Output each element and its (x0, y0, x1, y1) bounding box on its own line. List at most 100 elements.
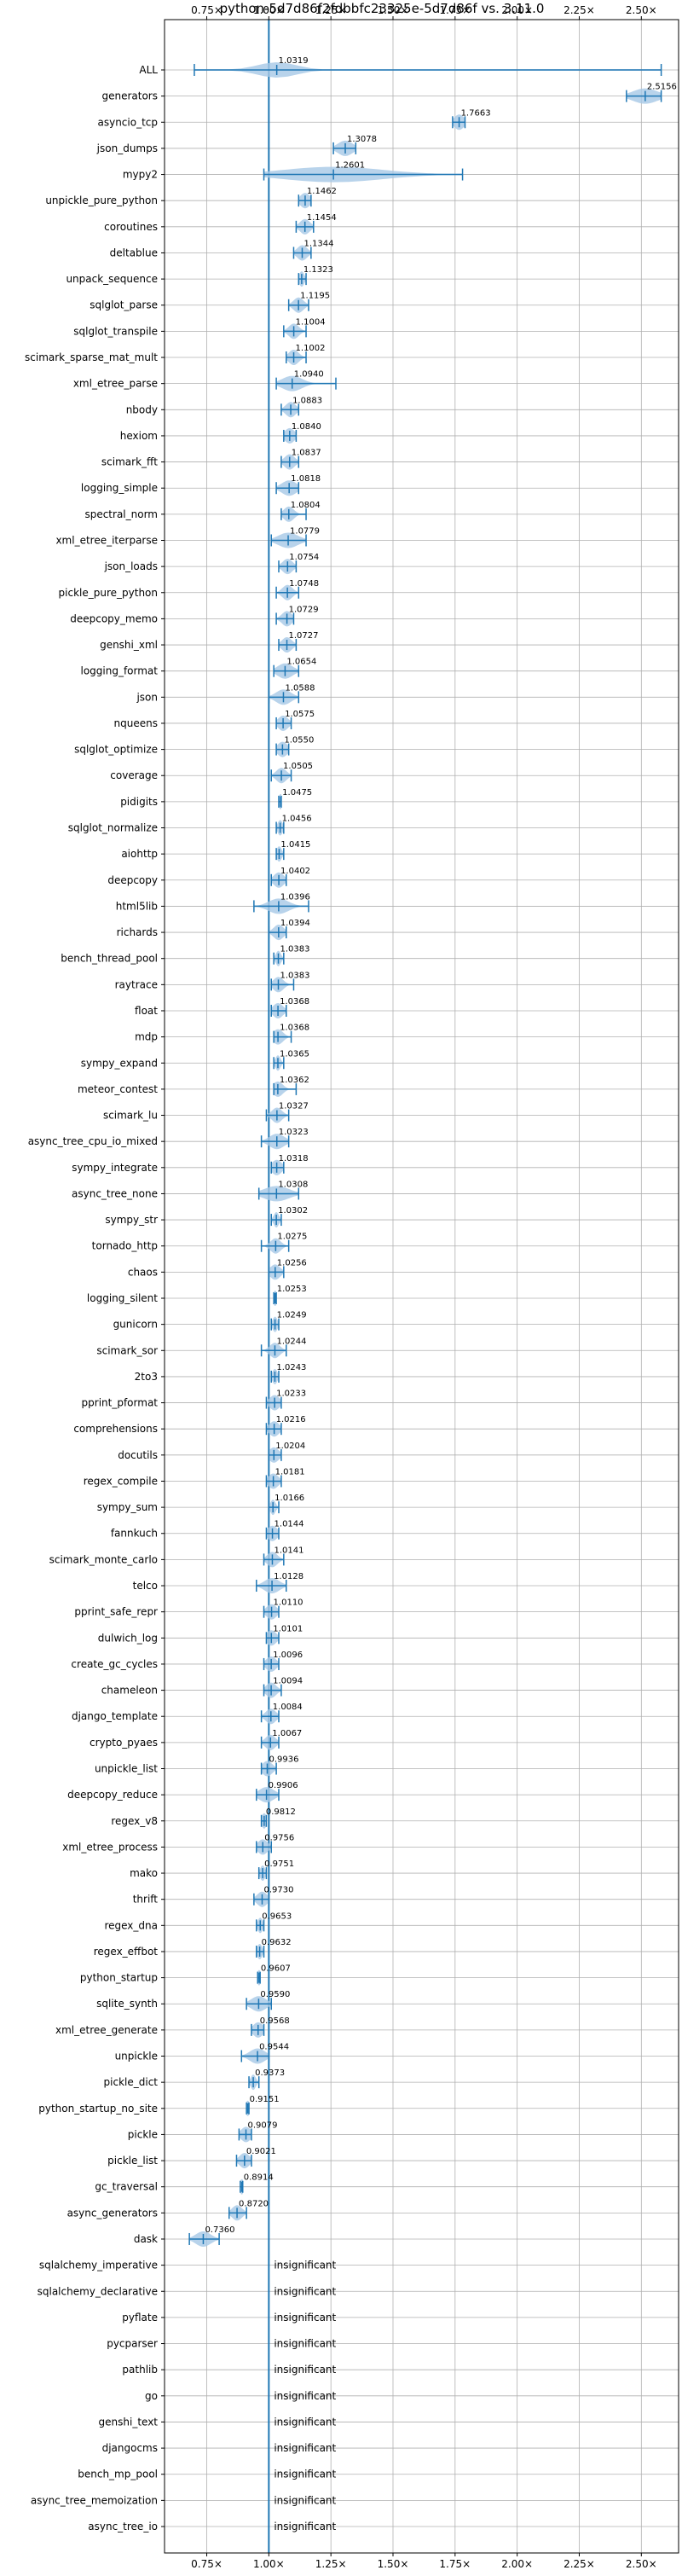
category-label: pickle_pure_python (59, 587, 158, 599)
category-label: scimark_sor (96, 1344, 158, 1356)
value-label: 1.0415 (280, 840, 310, 850)
category-label: unpickle (115, 2051, 158, 2063)
value-label: 1.0084 (273, 1703, 303, 1712)
value-label: 1.1454 (307, 213, 337, 223)
category-label: regex_compile (84, 1475, 158, 1487)
value-label: 1.0383 (280, 971, 310, 980)
value-label: 1.1344 (303, 239, 333, 248)
category-label: create_gc_cycles (71, 1658, 158, 1670)
category-label: unpickle_list (95, 1762, 158, 1774)
category-label: float (135, 1005, 158, 1017)
value-label: 1.0256 (277, 1258, 307, 1268)
insignificant-label: insignificant (274, 2260, 336, 2271)
category-label: xml_etree_process (62, 1841, 158, 1853)
value-label: 0.9544 (259, 2043, 289, 2052)
category-label: comprehensions (73, 1423, 158, 1435)
value-label: 1.0818 (291, 474, 321, 484)
value-label: 1.0275 (277, 1233, 307, 1242)
category-label: pprint_pformat (82, 1397, 159, 1409)
value-label: 1.0110 (274, 1598, 303, 1608)
category-label: generators (101, 90, 158, 102)
category-label: mypy2 (123, 169, 158, 181)
x-axis-ticks: 0.75× 0.75× 1.00× 1.00× 1.25× 1.25× 1.50× 1.50×… (161, 4, 657, 2570)
value-label: 0.9756 (264, 1833, 294, 1842)
value-label: 1.0141 (274, 1546, 303, 1555)
category-label: spectral_norm (84, 508, 158, 520)
value-label: 1.0588 (285, 683, 315, 693)
category-label: crypto_pyaes (90, 1737, 158, 1749)
category-label: sqlite_synth (96, 1998, 158, 2010)
value-label: 1.1002 (296, 344, 326, 353)
category-label: dulwich_log (98, 1632, 158, 1644)
category-label: dask (134, 2233, 158, 2245)
value-label: 0.9373 (255, 2068, 285, 2078)
insignificant-label: insignificant (274, 2469, 336, 2480)
category-label: docutils (118, 1449, 158, 1461)
category-label: genshi_text (99, 2416, 159, 2428)
category-label: sympy_sum (97, 1501, 158, 1513)
category-label: aiohttp (121, 848, 158, 860)
value-label: 0.9607 (261, 1964, 291, 1974)
value-label: 0.9079 (248, 2121, 278, 2130)
insignificant-label: insignificant (274, 2312, 336, 2324)
category-label: deltablue (110, 247, 158, 258)
value-label: 1.0096 (273, 1651, 303, 1660)
x-tick-label-top: 2.00× (501, 4, 533, 16)
category-label: pickle_list (107, 2155, 158, 2167)
value-label: 1.0837 (292, 449, 321, 458)
value-label: 1.0101 (273, 1624, 303, 1633)
value-label: 1.0302 (278, 1206, 308, 1215)
value-label: 1.0754 (289, 553, 319, 562)
insignificant-label: insignificant (274, 2442, 336, 2454)
value-label: 1.0840 (292, 422, 321, 432)
category-label: sqlglot_optimize (74, 744, 158, 756)
value-label: 1.0368 (280, 1024, 309, 1033)
insignificant-label: insignificant (274, 2390, 336, 2402)
value-label: 0.8720 (239, 2199, 269, 2208)
value-label: 0.9812 (266, 1807, 296, 1817)
category-label: djangocms (102, 2442, 158, 2454)
value-label: 0.9906 (269, 1781, 298, 1790)
value-label: 1.0383 (280, 945, 310, 954)
value-label: 0.9730 (263, 1886, 293, 1895)
category-label: async_tree_cpu_io_mixed (28, 1135, 158, 1147)
category-label: html5lib (116, 900, 158, 912)
value-label: 1.0094 (273, 1677, 303, 1686)
category-label: sqlalchemy_imperative (39, 2260, 158, 2271)
value-label: 1.1462 (307, 187, 337, 196)
x-tick-label-bottom: 1.50× (378, 2558, 409, 2570)
category-label: pprint_safe_repr (74, 1606, 158, 1618)
x-tick-label-top: 1.00× (253, 4, 285, 16)
value-label: 1.0253 (277, 1285, 307, 1294)
chart-title: python-5d7d86f2fdbbfc23325e-5d7d86f vs. … (220, 1, 545, 16)
insignificant-label: insignificant (274, 2494, 336, 2506)
value-label: 1.0128 (274, 1572, 303, 1581)
category-label: xml_etree_iterparse (55, 534, 158, 546)
category-label: pycparser (107, 2338, 158, 2350)
category-label: sqlglot_normalize (68, 822, 158, 834)
value-label: 0.9751 (264, 1859, 294, 1869)
value-label: 1.0654 (286, 658, 316, 667)
x-tick-label-bottom: 2.00× (501, 2558, 533, 2570)
category-label: chaos (128, 1266, 158, 1278)
category-label: genshi_xml (100, 639, 158, 651)
category-label: scimark_monte_carlo (49, 1553, 158, 1565)
category-label: deepcopy_memo (70, 612, 158, 624)
category-label: unpickle_pure_python (45, 194, 158, 206)
value-label: 1.0327 (279, 1102, 309, 1111)
value-label: 1.0319 (279, 56, 309, 66)
value-label: 1.0362 (280, 1076, 309, 1085)
value-label: 1.0804 (291, 501, 321, 510)
category-label: logging_silent (87, 1292, 158, 1304)
value-label: 1.1195 (300, 292, 330, 301)
x-tick-label-top: 1.50× (378, 4, 409, 16)
insignificant-label: insignificant (274, 2285, 336, 2297)
data-marks: 1.0319 2.5156 1.7663 1.3078 1.2601 1.1462 1.14… (188, 20, 677, 2553)
category-label: xml_etree_generate (55, 2024, 158, 2036)
x-tick-label-bottom: 1.75× (439, 2558, 471, 2570)
category-label: thrift (133, 1894, 159, 1906)
value-label: 0.9632 (262, 1938, 292, 1947)
category-label: go (145, 2390, 158, 2402)
value-label: 1.0249 (277, 1311, 307, 1320)
value-label: 1.0779 (290, 526, 320, 536)
